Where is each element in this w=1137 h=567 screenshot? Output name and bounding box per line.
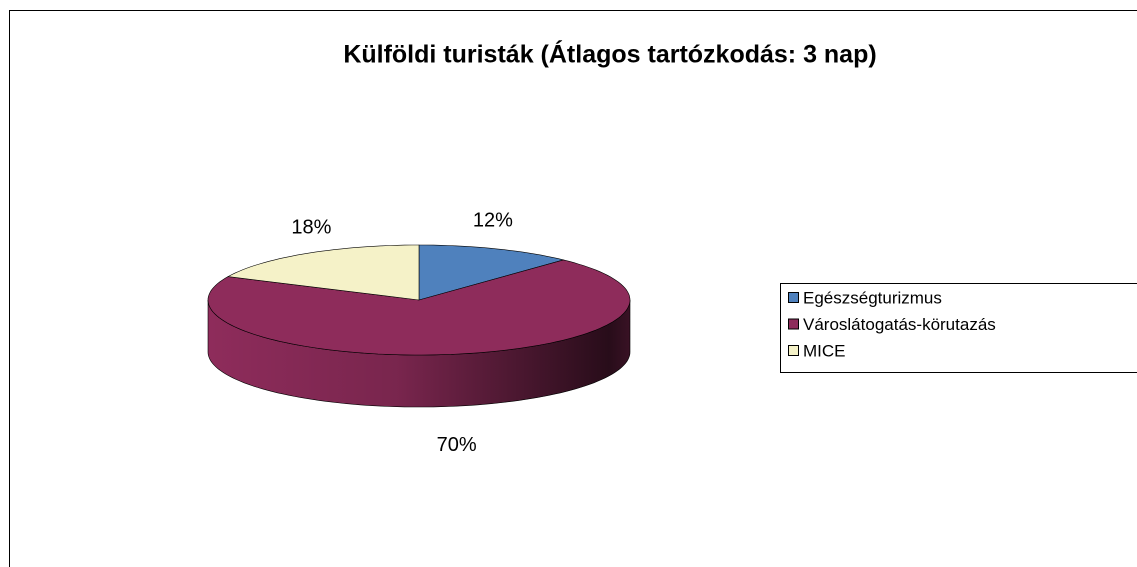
data-label: 70% <box>437 434 477 456</box>
pie-slice <box>227 244 420 301</box>
chart-title: Külföldi turisták (Átlagos tartózkodás: … <box>343 40 876 69</box>
legend-label: Városlátogatás-körutazás <box>803 315 996 334</box>
pie-slice <box>418 244 565 301</box>
legend-label: Egészségturizmus <box>803 288 942 307</box>
side-shade <box>208 300 630 407</box>
legend-swatch <box>788 345 799 356</box>
legend-label: MICE <box>803 341 846 360</box>
data-label: 18% <box>291 217 331 239</box>
legend-swatch <box>788 318 799 330</box>
legend-box <box>780 283 1137 373</box>
legend-swatch <box>788 292 799 303</box>
data-label: 12% <box>473 209 513 231</box>
pie-slice <box>207 259 631 356</box>
